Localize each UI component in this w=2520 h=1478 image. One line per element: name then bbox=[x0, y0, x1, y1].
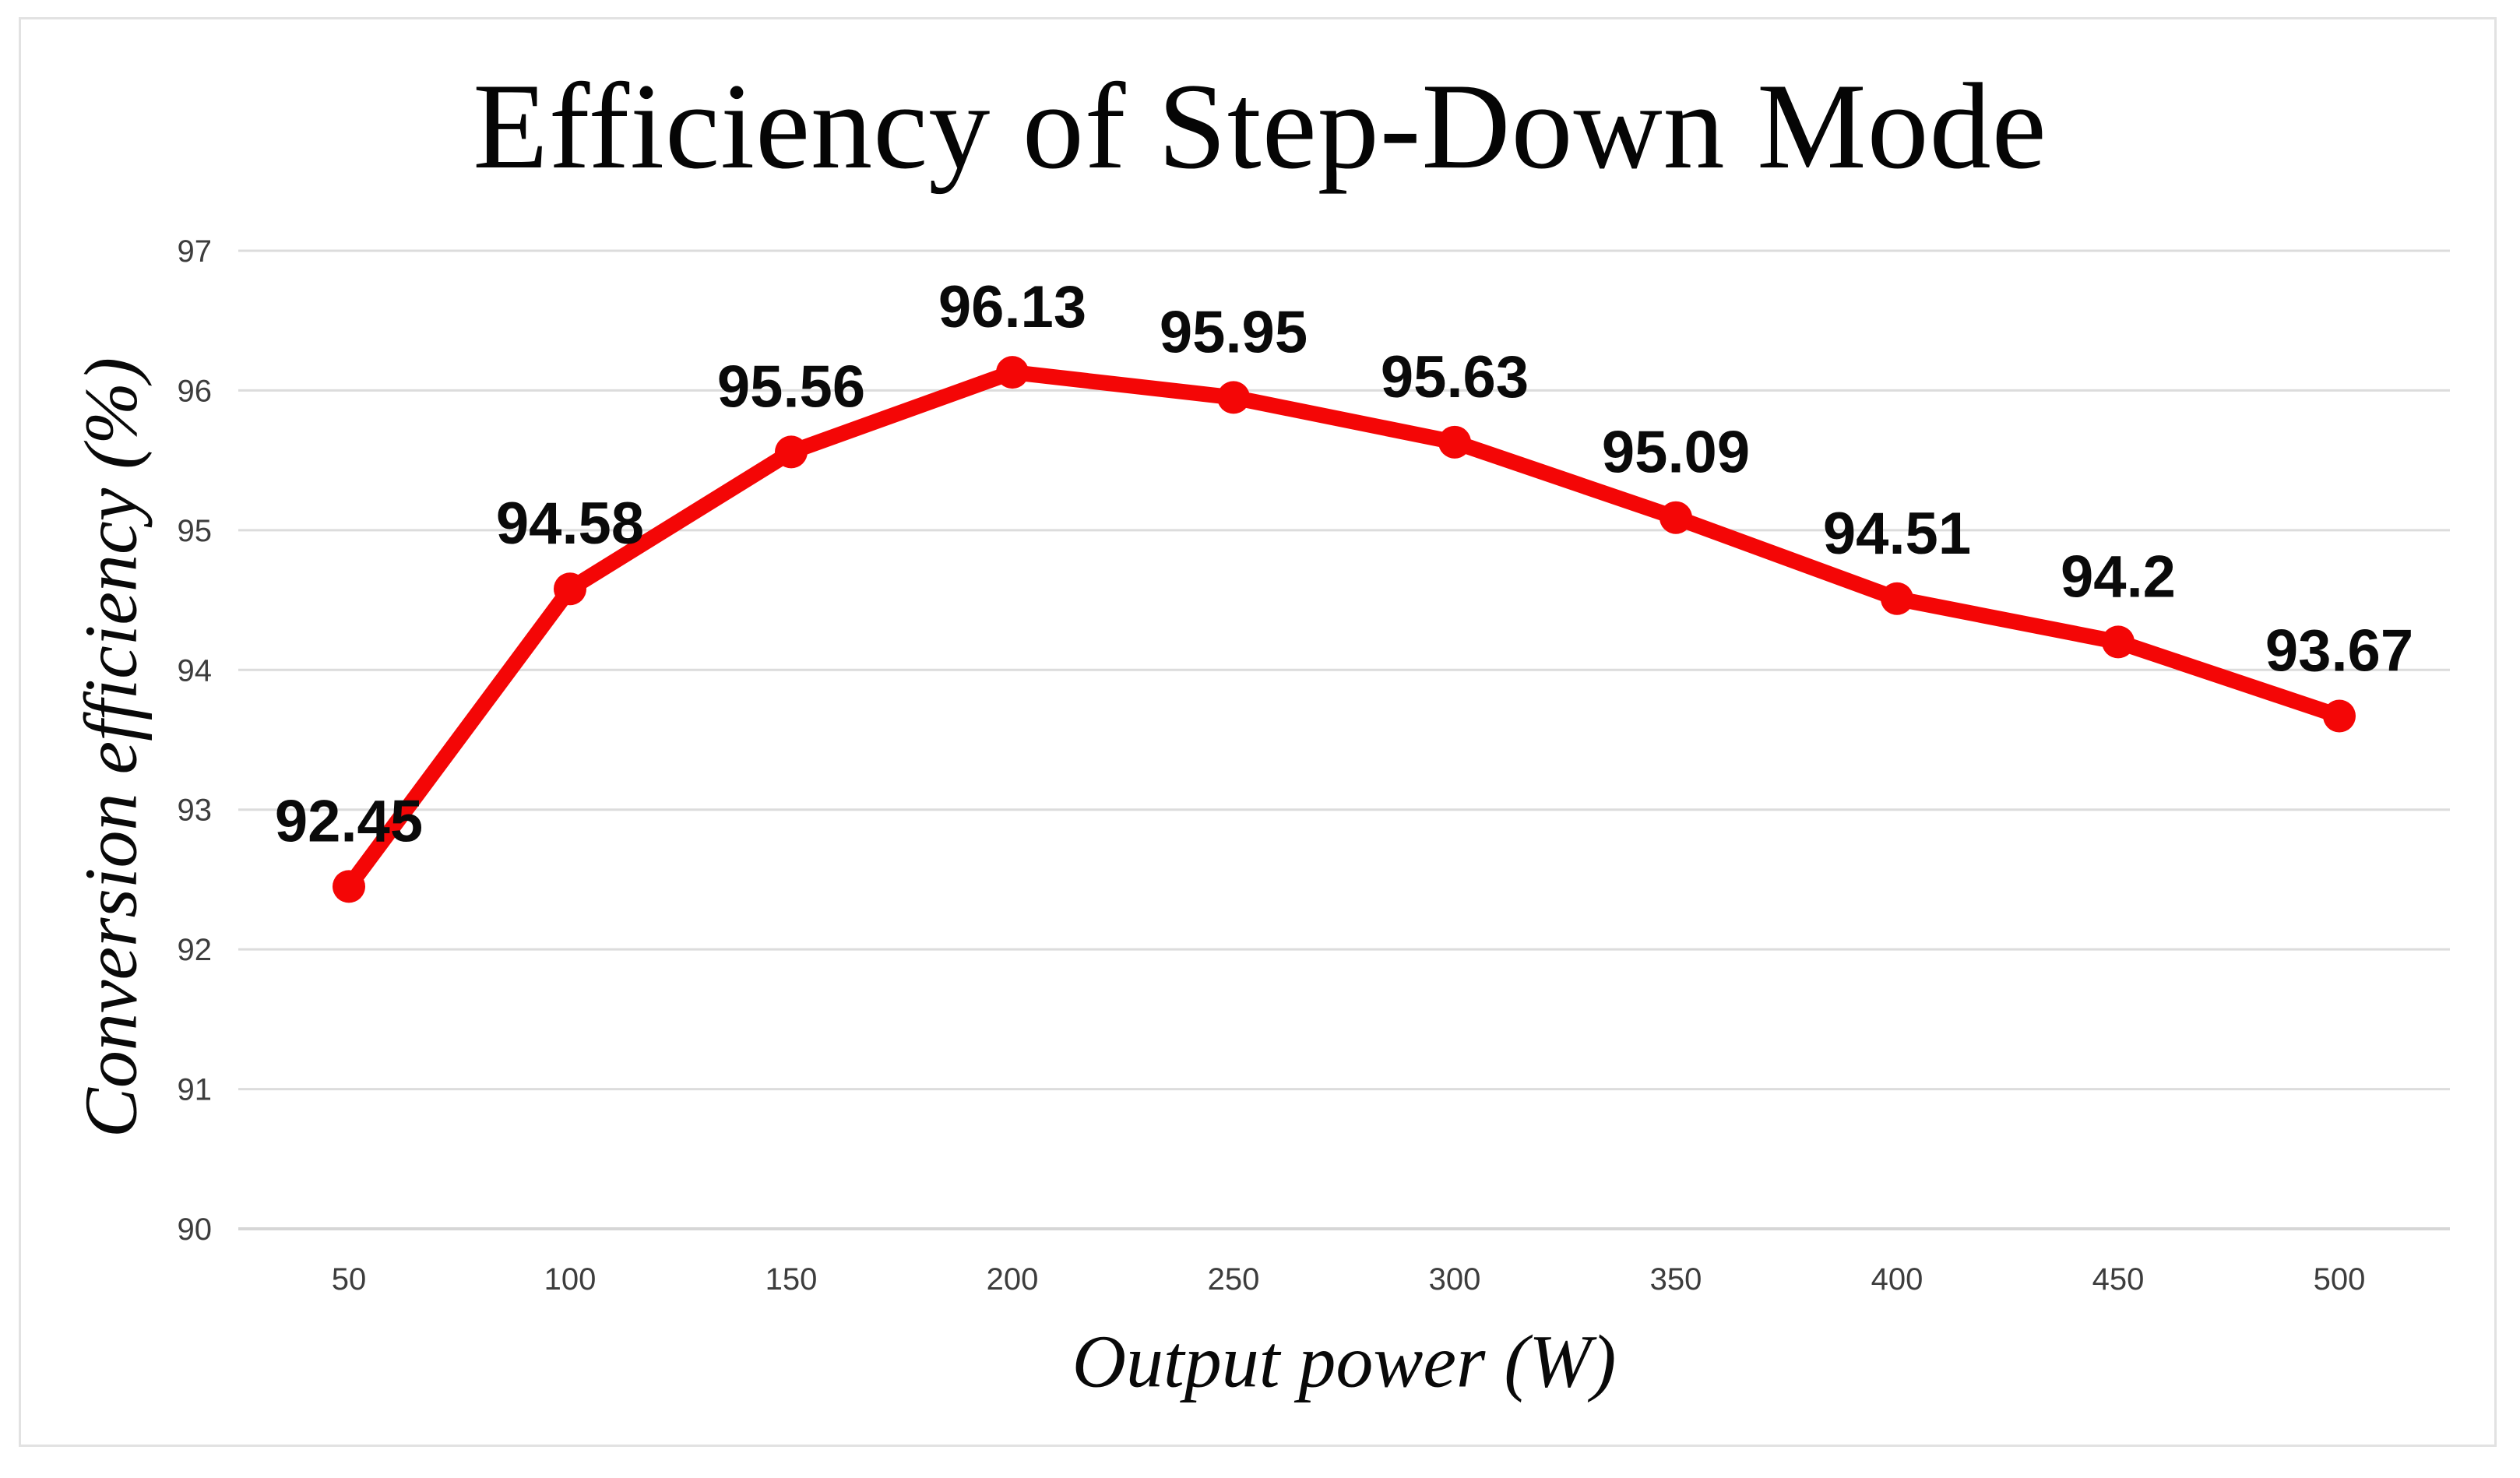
x-tick-label: 350 bbox=[1650, 1262, 1702, 1297]
data-label: 94.58 bbox=[496, 491, 644, 557]
y-tick-label: 96 bbox=[178, 374, 213, 408]
data-label: 94.2 bbox=[2061, 544, 2176, 610]
y-tick-label: 95 bbox=[178, 514, 213, 548]
data-label: 95.56 bbox=[717, 354, 865, 420]
data-label: 95.09 bbox=[1602, 420, 1750, 486]
x-tick-label: 500 bbox=[2314, 1262, 2366, 1297]
data-label: 96.13 bbox=[938, 274, 1086, 340]
chart-frame-border bbox=[19, 17, 2497, 1447]
data-point-marker bbox=[1659, 501, 1692, 534]
y-tick-label: 94 bbox=[178, 653, 213, 688]
x-tick-label: 150 bbox=[766, 1262, 818, 1297]
x-tick-label: 400 bbox=[1871, 1262, 1923, 1297]
y-tick-label: 93 bbox=[178, 794, 213, 828]
data-point-marker bbox=[554, 572, 586, 606]
y-tick-label: 92 bbox=[178, 933, 213, 967]
data-point-marker bbox=[2323, 699, 2356, 733]
data-point-marker bbox=[1217, 381, 1250, 414]
data-label: 93.67 bbox=[2265, 618, 2413, 684]
x-tick-label: 250 bbox=[1208, 1262, 1260, 1297]
y-tick-label: 97 bbox=[178, 234, 213, 269]
data-point-marker bbox=[1438, 425, 1471, 459]
data-point-marker bbox=[1881, 582, 1913, 615]
x-tick-label: 50 bbox=[332, 1262, 367, 1297]
data-label: 95.95 bbox=[1160, 299, 1308, 365]
y-tick-label: 91 bbox=[178, 1073, 213, 1107]
data-label: 95.63 bbox=[1381, 344, 1529, 410]
x-tick-label: 450 bbox=[2092, 1262, 2145, 1297]
data-label: 92.45 bbox=[275, 788, 423, 854]
x-tick-label: 300 bbox=[1429, 1262, 1481, 1297]
x-tick-label: 100 bbox=[544, 1262, 597, 1297]
data-point-marker bbox=[333, 870, 365, 903]
x-axis-title: Output power (W) bbox=[1072, 1319, 1617, 1403]
y-tick-label: 90 bbox=[178, 1212, 213, 1247]
x-tick-label: 200 bbox=[987, 1262, 1039, 1297]
data-point-marker bbox=[2102, 625, 2135, 659]
data-label: 94.51 bbox=[1823, 501, 1971, 567]
data-point-marker bbox=[996, 356, 1029, 389]
chart-title: Efficiency of Step-Down Mode bbox=[473, 58, 2047, 195]
series-line bbox=[341, 364, 2347, 895]
data-point-marker bbox=[775, 435, 808, 469]
